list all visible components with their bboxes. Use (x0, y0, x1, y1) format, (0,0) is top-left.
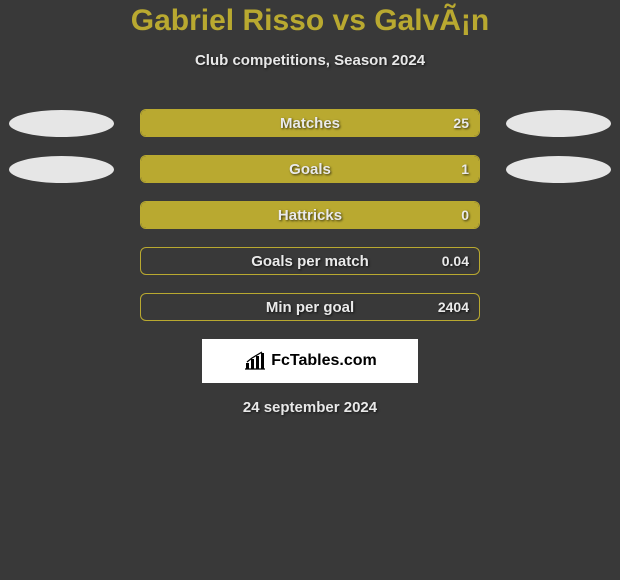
stat-bar-fill (141, 156, 479, 182)
ellipse-placeholder (9, 202, 114, 229)
stat-value: 0.04 (442, 248, 469, 274)
stat-bar: Min per goal2404 (140, 293, 480, 321)
stat-row: Goals1 (0, 155, 620, 183)
brand-box[interactable]: FcTables.com (202, 339, 418, 383)
stat-bar: Goals1 (140, 155, 480, 183)
brand-inner: FcTables.com (243, 351, 377, 371)
stat-value: 2404 (438, 294, 469, 320)
widget-container: Gabriel Risso vs GalvÃ¡n Club competitio… (0, 0, 620, 580)
stat-label: Goals per match (141, 248, 479, 274)
stat-bar: Matches25 (140, 109, 480, 137)
page-title: Gabriel Risso vs GalvÃ¡n (0, 0, 620, 38)
bars-icon (243, 351, 267, 371)
ellipse-placeholder (506, 248, 611, 275)
stat-value: 0 (461, 202, 469, 228)
stat-value: 25 (453, 110, 469, 136)
player-right-ellipse (506, 110, 611, 137)
brand-text: FcTables.com (271, 352, 377, 370)
ellipse-placeholder (9, 294, 114, 321)
stat-bar: Goals per match0.04 (140, 247, 480, 275)
stat-bar-fill (141, 202, 479, 228)
date-label: 24 september 2024 (0, 399, 620, 416)
ellipse-placeholder (506, 202, 611, 229)
stat-row: Goals per match0.04 (0, 247, 620, 275)
ellipse-placeholder (9, 248, 114, 275)
stat-rows: Matches25 Goals1 Hattricks0 Goals per match… (0, 109, 620, 321)
player-left-ellipse (9, 156, 114, 183)
stat-row: Hattricks0 (0, 201, 620, 229)
player-left-ellipse (9, 110, 114, 137)
stat-label: Min per goal (141, 294, 479, 320)
subtitle: Club competitions, Season 2024 (0, 52, 620, 69)
stat-row: Min per goal2404 (0, 293, 620, 321)
player-right-ellipse (506, 156, 611, 183)
stat-value: 1 (461, 156, 469, 182)
stat-bar: Hattricks0 (140, 201, 480, 229)
stat-bar-fill (141, 110, 479, 136)
ellipse-placeholder (506, 294, 611, 321)
stat-row: Matches25 (0, 109, 620, 137)
